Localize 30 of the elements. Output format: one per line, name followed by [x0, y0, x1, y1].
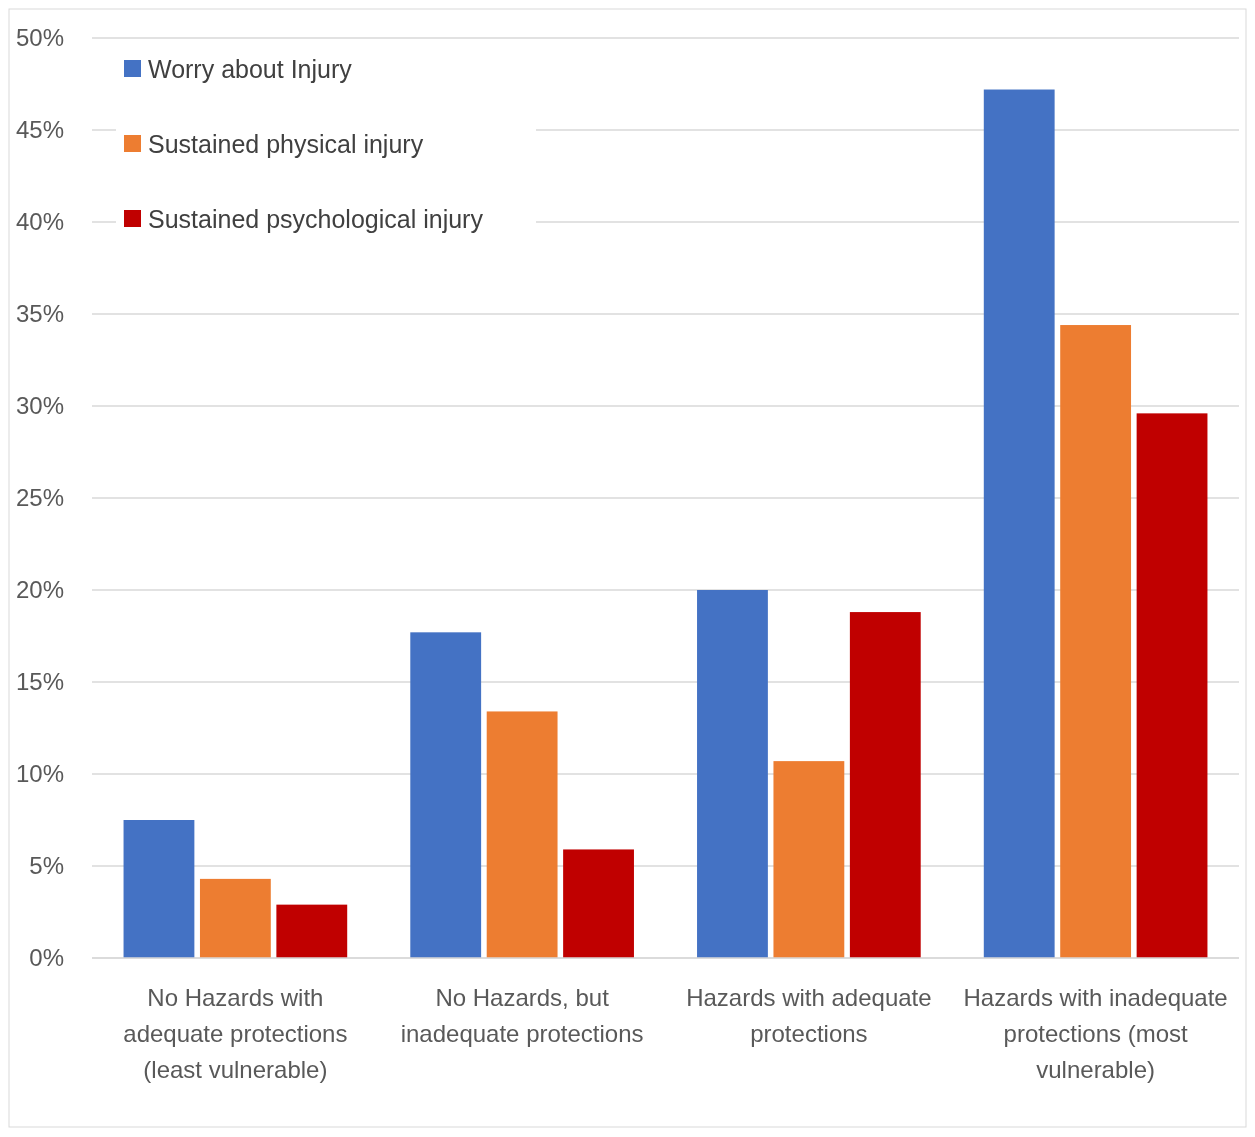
- y-tick-label: 10%: [15, 760, 64, 788]
- bar: [1060, 325, 1132, 958]
- bar: [1136, 413, 1208, 958]
- y-tick-label: 25%: [15, 484, 64, 512]
- x-tick-label: Hazards with inadequate protections (most vulnerable): [963, 984, 1228, 1083]
- y-tick-label: 20%: [15, 576, 64, 604]
- y-tick-label: 50%: [15, 24, 64, 52]
- bar: [486, 711, 558, 958]
- y-tick-label: 30%: [15, 392, 64, 420]
- bar: [410, 632, 482, 958]
- x-tick-label: Hazards with adequate protections: [686, 984, 932, 1047]
- y-tick-label: 45%: [15, 116, 64, 144]
- x-tick-label: No Hazards with adequate protections (least vulnerable): [123, 984, 348, 1083]
- bar: [123, 820, 195, 958]
- y-tick-label: 40%: [15, 208, 64, 236]
- x-tick-label: No Hazards, but inadequate protections: [400, 984, 644, 1047]
- legend-label: Worry about Injury: [148, 55, 353, 83]
- bar: [563, 849, 634, 958]
- y-tick-label: 5%: [29, 852, 64, 880]
- bar: [983, 89, 1055, 958]
- bar: [849, 612, 921, 958]
- y-tick-label: 15%: [15, 668, 64, 696]
- y-tick-label: 0%: [29, 944, 64, 972]
- legend-label: Sustained physical injury: [148, 130, 424, 158]
- bar: [199, 878, 271, 958]
- bar: [697, 590, 768, 958]
- y-tick-label: 35%: [15, 300, 64, 328]
- bar: [276, 904, 348, 958]
- bar: [773, 761, 845, 958]
- legend-label: Sustained psychological injury: [148, 205, 484, 233]
